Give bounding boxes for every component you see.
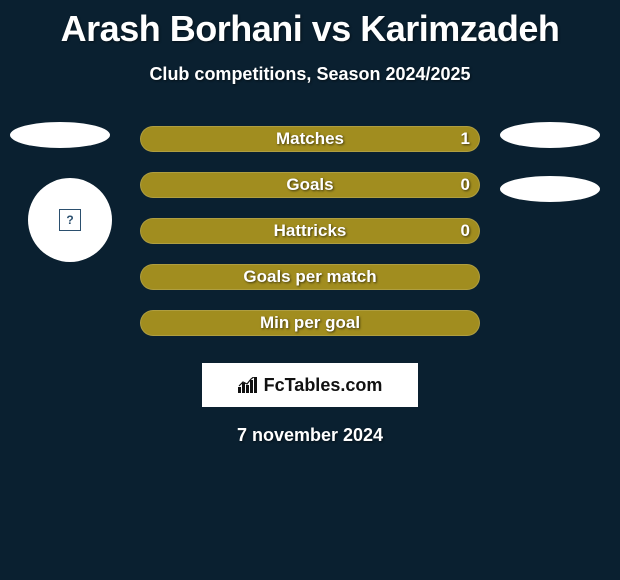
page-subtitle: Club competitions, Season 2024/2025 bbox=[0, 64, 620, 85]
stat-value-right: 1 bbox=[461, 129, 470, 149]
stat-row-goals: Goals 0 bbox=[0, 171, 620, 199]
stat-value-right: 0 bbox=[461, 221, 470, 241]
stat-label: Hattricks bbox=[274, 221, 347, 241]
stat-row-goals-per-match: Goals per match bbox=[0, 263, 620, 291]
logo: FcTables.com bbox=[238, 375, 383, 396]
stat-row-matches: Matches 1 bbox=[0, 125, 620, 153]
stats-area: Matches 1 Goals 0 Hattricks 0 Goals per … bbox=[0, 125, 620, 337]
page-title: Arash Borhani vs Karimzadeh bbox=[0, 0, 620, 50]
stat-row-min-per-goal: Min per goal bbox=[0, 309, 620, 337]
bars-icon bbox=[238, 377, 260, 393]
footer-date: 7 november 2024 bbox=[0, 425, 620, 446]
stat-label: Matches bbox=[276, 129, 344, 149]
stat-label: Min per goal bbox=[260, 313, 360, 333]
logo-box: FcTables.com bbox=[202, 363, 418, 407]
logo-text: FcTables.com bbox=[264, 375, 383, 396]
stat-value-right: 0 bbox=[461, 175, 470, 195]
stat-label: Goals bbox=[286, 175, 333, 195]
stat-row-hattricks: Hattricks 0 bbox=[0, 217, 620, 245]
stat-label: Goals per match bbox=[243, 267, 376, 287]
